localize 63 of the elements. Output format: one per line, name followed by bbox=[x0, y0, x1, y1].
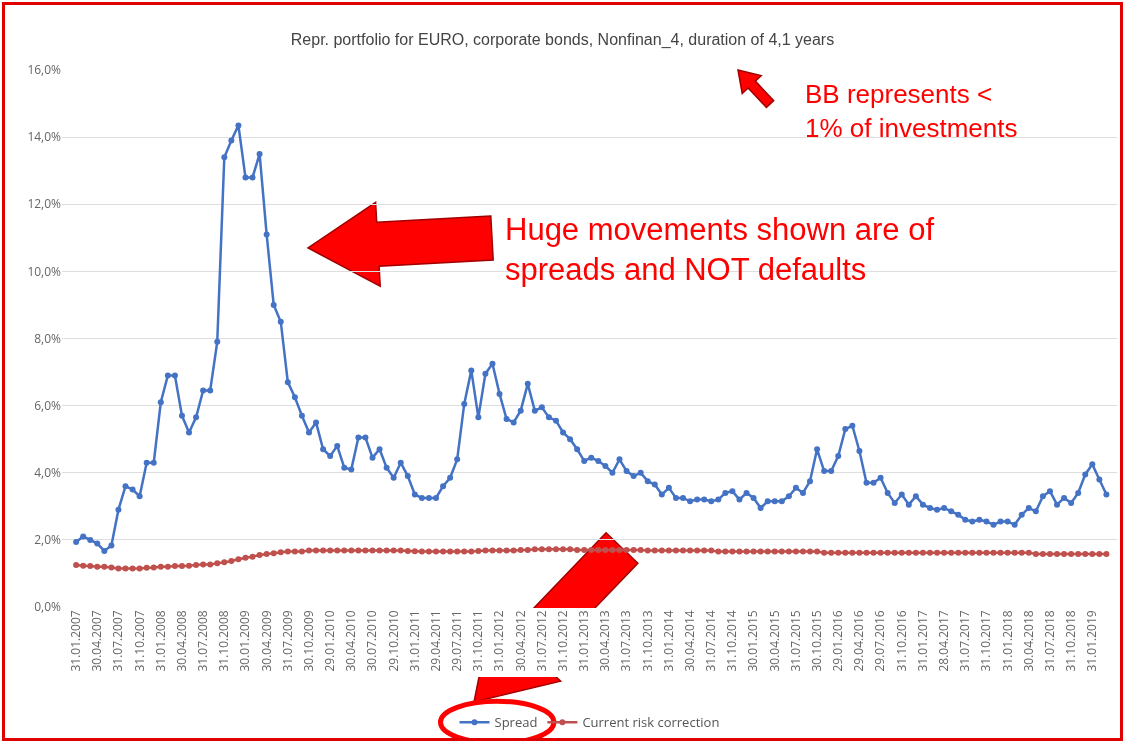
x-tick-label: 31.10.2012 bbox=[553, 610, 571, 672]
legend-label: Spread bbox=[494, 713, 538, 732]
x-tick-label: 30.04.2013 bbox=[596, 610, 614, 672]
x-tick-label: 30.01.2009 bbox=[236, 610, 254, 672]
x-tick-label: 31.01.2007 bbox=[67, 610, 85, 672]
x-tick-label: 29.07.2016 bbox=[871, 610, 889, 672]
x-tick-label: 28.04.2017 bbox=[935, 610, 953, 672]
x-tick-label: 30.04.2007 bbox=[88, 610, 106, 672]
x-tick-label: 31.10.2013 bbox=[638, 610, 656, 672]
x-tick-label: 31.01.2018 bbox=[998, 610, 1016, 672]
x-tick-label: 30.01.2015 bbox=[744, 610, 762, 672]
y-tick-label: 14,0% bbox=[27, 128, 62, 146]
y-tick-label: 10,0% bbox=[27, 262, 62, 280]
x-tick-label: 31.01.2017 bbox=[913, 610, 931, 672]
x-tick-label: 29.04.2011 bbox=[426, 610, 444, 672]
y-tick-label: 8,0% bbox=[34, 329, 62, 347]
y-tick-label: 6,0% bbox=[34, 396, 62, 414]
annotation: BB represents < 1% of investments bbox=[805, 78, 1019, 145]
x-tick-label: 29.01.2010 bbox=[321, 610, 339, 672]
x-tick-label: 31.10.2014 bbox=[723, 610, 741, 672]
x-tick-label: 29.01.2016 bbox=[829, 610, 847, 672]
x-tick-label: 31.07.2008 bbox=[194, 610, 212, 672]
x-tick-label: 31.01.2014 bbox=[659, 610, 677, 672]
x-tick-label: 31.10.2016 bbox=[892, 610, 910, 672]
x-tick-label: 30.04.2012 bbox=[511, 610, 529, 672]
x-tick-label: 31.07.2007 bbox=[109, 610, 127, 672]
y-tick-label: 2,0% bbox=[34, 531, 62, 549]
x-tick-label: 30.10.2015 bbox=[807, 610, 825, 672]
annotation: Huge movements shown are of spreads and NOT defaults bbox=[505, 211, 936, 290]
x-tick-label: 31.01.2011 bbox=[405, 610, 423, 672]
x-tick-label: 29.10.2010 bbox=[384, 610, 402, 672]
x-tick-label: 31.10.2017 bbox=[977, 610, 995, 672]
x-tick-label: 31.10.2018 bbox=[1062, 610, 1080, 672]
x-tick-label: 31.07.2014 bbox=[702, 610, 720, 672]
x-tick-label: 30.07.2010 bbox=[363, 610, 381, 672]
x-tick-label: 31.07.2009 bbox=[278, 610, 296, 672]
x-tick-label: 30.10.2009 bbox=[299, 610, 317, 672]
x-tick-label: 31.07.2012 bbox=[532, 610, 550, 672]
legend-label: Current risk correction bbox=[582, 713, 720, 732]
x-tick-label: 30.04.2014 bbox=[680, 610, 698, 672]
x-tick-label: 30.04.2010 bbox=[342, 610, 360, 672]
x-tick-label: 31.10.2011 bbox=[469, 610, 487, 672]
x-tick-label: 30.04.2018 bbox=[1019, 610, 1037, 672]
chart-title: Repr. portfolio for EURO, corporate bonds, Nonfinan_4, duration of 4,1 years bbox=[290, 30, 835, 49]
x-tick-label: 31.01.2019 bbox=[1083, 610, 1101, 672]
x-tick-label: 31.07.2013 bbox=[617, 610, 635, 672]
x-tick-label: 31.01.2012 bbox=[490, 610, 508, 672]
x-tick-label: 29.07.2011 bbox=[448, 610, 466, 672]
y-tick-label: 0,0% bbox=[34, 598, 62, 616]
x-tick-label: 30.04.2008 bbox=[172, 610, 190, 672]
x-tick-label: 30.04.2015 bbox=[765, 610, 783, 672]
x-tick-label: 31.10.2007 bbox=[130, 610, 148, 672]
x-tick-label: 31.07.2017 bbox=[956, 610, 974, 672]
y-tick-label: 16,0% bbox=[27, 61, 62, 79]
y-tick-label: 12,0% bbox=[27, 195, 62, 213]
x-tick-label: 31.01.2013 bbox=[575, 610, 593, 672]
x-tick-label: 31.07.2018 bbox=[1040, 610, 1058, 672]
x-tick-label: 29.04.2016 bbox=[850, 610, 868, 672]
x-tick-label: 31.07.2015 bbox=[786, 610, 804, 672]
x-tick-label: 31.01.2008 bbox=[151, 610, 169, 672]
x-tick-label: 30.04.2009 bbox=[257, 610, 275, 672]
x-tick-label: 31.10.2008 bbox=[215, 610, 233, 672]
y-tick-label: 4,0% bbox=[34, 463, 62, 481]
